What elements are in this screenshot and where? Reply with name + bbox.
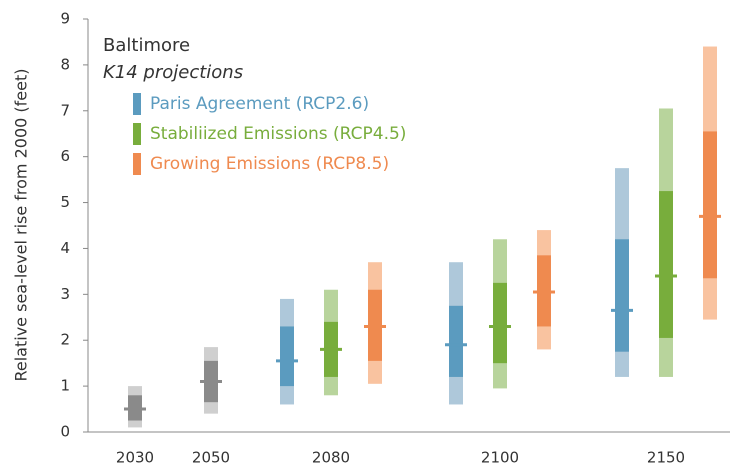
y-tick-label: 0 — [60, 423, 70, 441]
inner-range — [449, 305, 463, 377]
inner-range — [280, 326, 294, 387]
x-tick-label: 2080 — [312, 449, 350, 467]
legend-swatch — [133, 123, 141, 145]
legend-label: Paris Agreement (RCP2.6) — [150, 94, 369, 114]
y-tick-label: 2 — [60, 331, 70, 349]
x-tick-label: 2150 — [647, 449, 685, 467]
y-tick-label: 9 — [60, 10, 70, 28]
legend-swatch — [133, 93, 141, 115]
y-tick-label: 1 — [60, 377, 70, 395]
y-tick-label: 8 — [60, 55, 70, 73]
inner-range — [703, 131, 717, 279]
x-tick-label: 2100 — [481, 449, 519, 467]
legend-swatch — [133, 153, 141, 175]
inner-range — [659, 191, 673, 338]
y-tick-label: 3 — [60, 285, 70, 303]
inner-range — [615, 239, 629, 352]
y-tick-label: 7 — [60, 101, 70, 119]
y-tick-label: 6 — [60, 147, 70, 165]
y-tick-label: 4 — [60, 239, 70, 257]
y-tick-label: 5 — [60, 193, 70, 211]
legend-label: Stabiliized Emissions (RCP4.5) — [150, 124, 406, 144]
inner-range — [493, 282, 507, 364]
x-tick-label: 2030 — [116, 449, 154, 467]
chart-subtitle: K14 projections — [103, 62, 243, 83]
x-tick-label: 2050 — [192, 449, 230, 467]
legend-label: Growing Emissions (RCP8.5) — [150, 154, 389, 174]
y-axis-label: Relative sea-level rise from 2000 (feet) — [12, 69, 31, 382]
chart-title: Baltimore — [103, 35, 190, 56]
